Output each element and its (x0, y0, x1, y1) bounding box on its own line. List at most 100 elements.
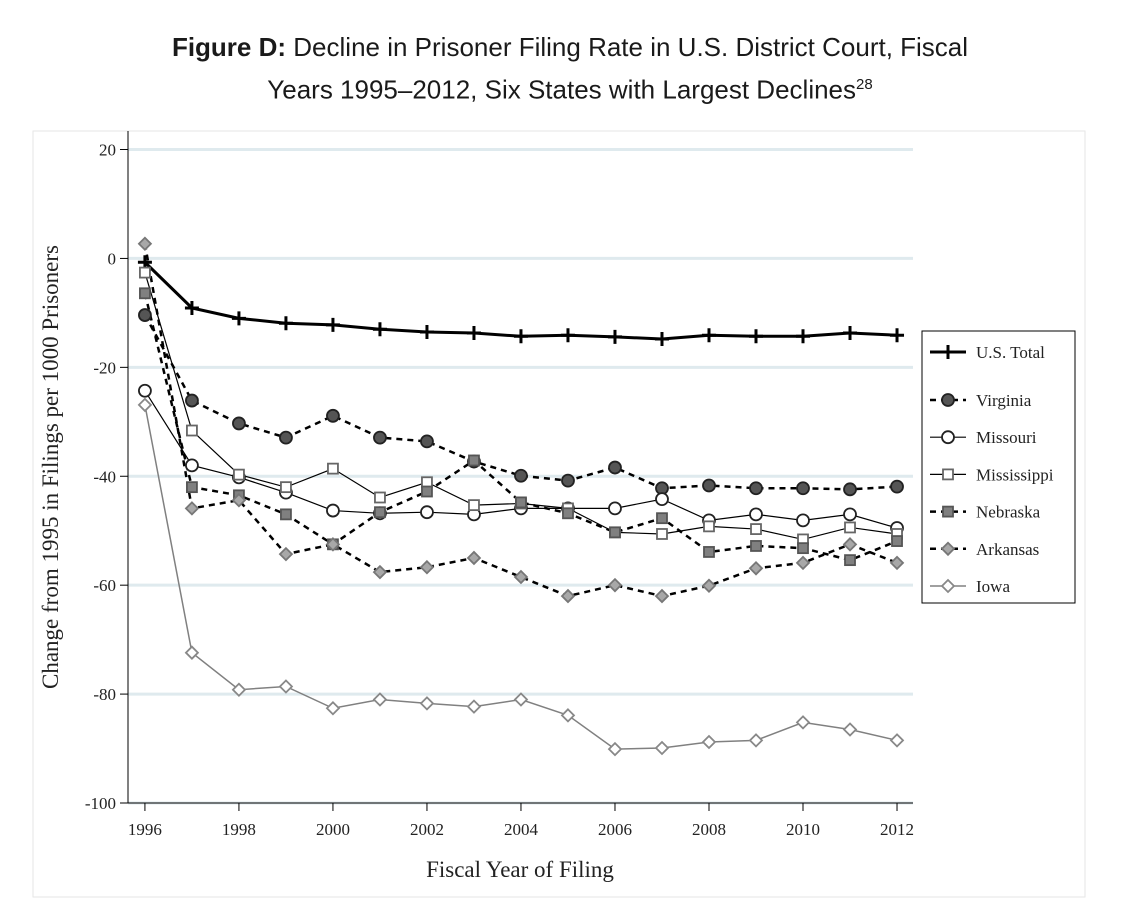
x-tick-label: 2004 (504, 820, 539, 839)
marker (656, 528, 668, 540)
marker (654, 588, 670, 604)
series-line (143, 243, 898, 598)
marker (231, 492, 247, 508)
marker (372, 564, 388, 580)
marker (796, 513, 810, 528)
legend-label: Virginia (976, 391, 1032, 410)
marker (278, 546, 294, 562)
marker (419, 559, 435, 575)
legend-label: Iowa (976, 577, 1010, 596)
marker (843, 482, 857, 497)
marker (139, 266, 151, 279)
marker (373, 430, 387, 445)
marker (561, 473, 575, 488)
marker (654, 332, 669, 347)
marker (940, 541, 956, 557)
y-tick-label: -100 (85, 794, 116, 813)
title-text: Decline in Prisoner Filing Rate in U.S. … (267, 32, 969, 105)
marker (560, 588, 576, 604)
marker (184, 645, 200, 660)
legend-label: U.S. Total (976, 343, 1045, 362)
marker (468, 454, 480, 467)
marker (701, 328, 716, 343)
marker (326, 408, 340, 423)
y-tick-label: -80 (93, 685, 116, 704)
marker (889, 733, 905, 748)
marker (232, 416, 246, 431)
marker (325, 537, 341, 552)
marker (795, 715, 811, 730)
chart-title: Figure D: Decline in Prisoner Filing Rat… (170, 28, 970, 109)
x-tick-label: 2002 (410, 820, 444, 839)
marker (185, 393, 199, 408)
marker (656, 512, 668, 525)
legend-label: Mississippi (976, 465, 1054, 484)
marker (420, 434, 434, 449)
marker (891, 535, 903, 547)
marker (327, 462, 339, 475)
x-tick-label: 2008 (692, 820, 726, 839)
title-footnote: 28 (856, 76, 873, 93)
marker (796, 329, 811, 344)
marker (609, 526, 621, 539)
marker (750, 540, 762, 552)
marker (513, 329, 528, 344)
marker (468, 499, 480, 512)
marker (279, 430, 293, 445)
marker (562, 507, 574, 520)
marker (278, 679, 294, 694)
x-tick-label: 1996 (128, 820, 162, 839)
marker (844, 554, 856, 567)
marker (655, 492, 669, 507)
marker (421, 485, 433, 498)
marker (372, 692, 388, 707)
marker (941, 393, 955, 407)
marker (607, 329, 622, 344)
marker (514, 468, 528, 483)
marker (701, 578, 717, 593)
marker (842, 537, 858, 552)
x-tick-label: 2000 (316, 820, 350, 839)
x-tick-label: 2010 (786, 820, 820, 839)
marker (942, 468, 954, 481)
marker (280, 481, 292, 494)
marker (137, 397, 153, 413)
x-axis-label: Fiscal Year of Filing (426, 857, 614, 882)
marker (325, 700, 341, 716)
marker (843, 507, 857, 522)
marker (231, 682, 247, 698)
x-tick-label: 1998 (222, 820, 256, 839)
marker (325, 317, 340, 332)
marker (608, 501, 622, 516)
marker (844, 521, 856, 534)
x-tick-label: 2012 (880, 820, 914, 839)
marker (560, 328, 575, 343)
marker (940, 578, 956, 594)
marker (607, 741, 623, 757)
marker (184, 300, 199, 315)
marker (420, 505, 434, 520)
marker (748, 561, 764, 576)
marker (186, 424, 198, 437)
marker (749, 481, 763, 496)
marker (701, 734, 717, 750)
marker (703, 520, 715, 533)
marker (890, 328, 905, 343)
marker (231, 311, 246, 326)
marker (941, 430, 955, 445)
marker (890, 479, 904, 494)
marker (608, 460, 622, 475)
marker (466, 550, 482, 566)
marker (138, 308, 152, 322)
legend-box (921, 330, 1076, 604)
marker (513, 569, 529, 585)
series-line (143, 292, 898, 562)
marker (515, 496, 527, 509)
marker (186, 481, 198, 494)
series-line (143, 314, 898, 491)
marker (233, 468, 245, 481)
marker (374, 506, 386, 519)
marker (796, 481, 810, 496)
